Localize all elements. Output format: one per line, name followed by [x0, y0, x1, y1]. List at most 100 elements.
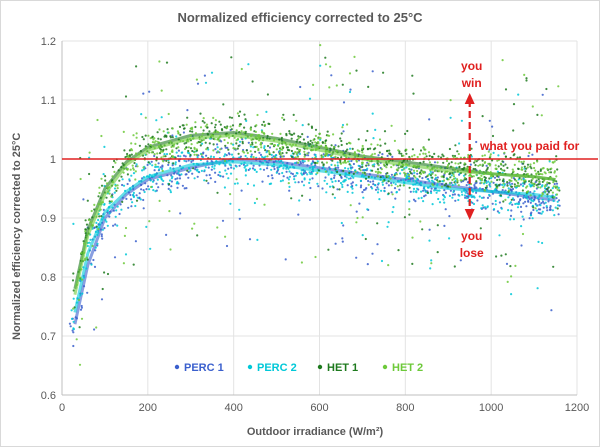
point [517, 167, 520, 171]
point [330, 74, 333, 77]
point [146, 163, 149, 166]
point [323, 154, 326, 157]
point [120, 175, 123, 178]
point [238, 110, 242, 113]
point [216, 138, 219, 141]
point [406, 129, 409, 133]
point [380, 259, 384, 263]
point [330, 178, 333, 181]
point [348, 90, 352, 94]
point [191, 149, 194, 153]
point [101, 228, 104, 231]
point [383, 189, 386, 192]
point [105, 196, 108, 199]
point [377, 164, 380, 167]
point [221, 219, 225, 222]
point [551, 187, 554, 190]
point [378, 138, 382, 141]
point [225, 126, 228, 129]
point [318, 132, 321, 135]
point [280, 159, 283, 162]
point [510, 198, 513, 201]
legend-marker [247, 364, 253, 370]
point [264, 123, 267, 126]
point [422, 146, 425, 149]
point [347, 167, 350, 170]
point [307, 154, 310, 157]
point [241, 142, 244, 145]
point [420, 169, 423, 172]
point [339, 137, 342, 140]
point [510, 189, 513, 192]
point [155, 156, 158, 159]
point [474, 164, 477, 167]
point [265, 151, 268, 154]
point [420, 190, 423, 193]
point [521, 189, 525, 192]
point [551, 209, 555, 212]
point [195, 78, 198, 81]
point [216, 143, 219, 146]
point [529, 214, 533, 217]
point [178, 160, 181, 163]
point [132, 168, 135, 171]
point [307, 141, 310, 144]
point [93, 328, 96, 331]
point [100, 215, 103, 218]
trend-line [73, 160, 556, 313]
point [277, 144, 280, 147]
point [264, 155, 267, 158]
point [288, 132, 291, 135]
point [183, 159, 186, 162]
point [541, 167, 544, 170]
point [140, 113, 143, 116]
point [193, 177, 196, 180]
point [244, 168, 248, 171]
point [147, 161, 150, 164]
point [303, 150, 306, 153]
point [514, 264, 517, 267]
point [546, 181, 549, 184]
point [161, 183, 164, 186]
point [487, 180, 490, 183]
point [216, 131, 220, 134]
point [429, 190, 433, 193]
point [218, 139, 221, 143]
point [484, 179, 487, 182]
point [463, 194, 466, 197]
point [496, 178, 499, 182]
point [98, 186, 101, 189]
point [546, 209, 549, 212]
point [498, 211, 501, 214]
point [394, 183, 397, 186]
point [193, 146, 196, 149]
point [529, 163, 532, 166]
point [480, 179, 484, 182]
point [210, 168, 213, 171]
point [382, 71, 385, 74]
point [135, 194, 138, 197]
point [485, 184, 488, 187]
point [532, 200, 535, 203]
point [390, 124, 393, 127]
point [302, 184, 306, 187]
point [433, 152, 436, 155]
point [287, 182, 290, 185]
point [182, 154, 186, 157]
point [97, 227, 100, 231]
point [185, 173, 188, 176]
x-tick-label: 800 [396, 402, 414, 414]
point [351, 191, 354, 194]
point [487, 150, 490, 153]
point [418, 153, 421, 156]
point [177, 149, 180, 152]
point [253, 168, 256, 171]
point [537, 208, 541, 211]
arrow-head-down [464, 209, 475, 220]
point [478, 176, 481, 179]
point [362, 188, 366, 192]
point [286, 176, 289, 179]
point [548, 171, 551, 174]
point [95, 221, 98, 224]
point [228, 153, 231, 156]
